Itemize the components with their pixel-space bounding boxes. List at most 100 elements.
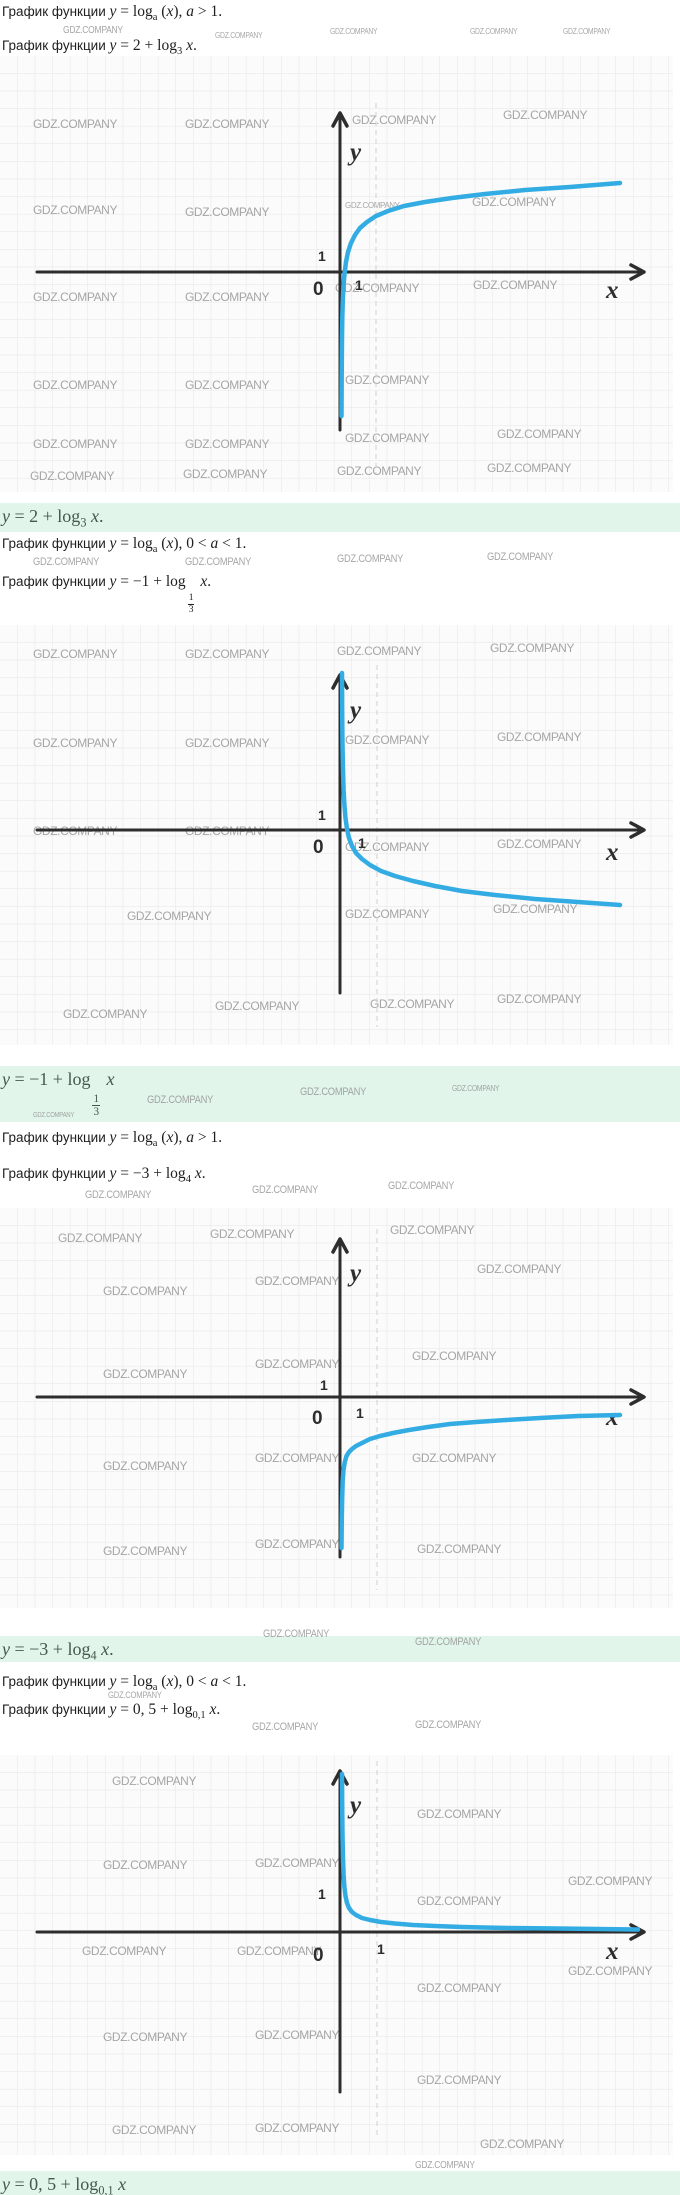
gdz-watermark: GDZ.COMPANY xyxy=(63,1007,147,1021)
caption-formula: y = −1 + log 1 3 x. xyxy=(109,573,212,615)
caption-line-6: График функции y = −3 + log4 x. xyxy=(2,1165,206,1185)
gdz-watermark: GDZ.COMPANY xyxy=(108,1690,162,1700)
origin-label: 0 xyxy=(313,837,324,858)
gdz-watermark: GDZ.COMPANY xyxy=(185,647,269,661)
math-var: x xyxy=(101,1639,110,1659)
gdz-watermark: GDZ.COMPANY xyxy=(415,1636,482,1648)
math-text: = 0, 5 + log xyxy=(10,2174,99,2194)
gdz-watermark: GDZ.COMPANY xyxy=(252,1184,319,1196)
gdz-watermark: GDZ.COMPANY xyxy=(33,378,117,392)
caption-formula: y = 2 + log3 x. xyxy=(110,37,197,58)
math-text: . xyxy=(201,1165,206,1182)
math-text: = 2 + log xyxy=(116,37,177,54)
gdz-watermark: GDZ.COMPANY xyxy=(345,201,401,210)
y-axis-arrow xyxy=(331,1237,349,1254)
gdz-watermark: GDZ.COMPANY xyxy=(210,1227,294,1241)
grid-lines xyxy=(0,1755,673,2155)
math-text: = −3 + log xyxy=(10,1639,91,1659)
gdz-watermark: GDZ.COMPANY xyxy=(85,1189,152,1201)
math-var: y xyxy=(2,1639,10,1659)
gdz-watermark: GDZ.COMPANY xyxy=(82,1944,166,1958)
math-var: x xyxy=(186,37,193,54)
gdz-watermark: GDZ.COMPANY xyxy=(415,1719,482,1731)
gdz-watermark: GDZ.COMPANY xyxy=(470,27,518,36)
x-unit-tick-label: 1 xyxy=(356,1405,364,1421)
math-text: = log xyxy=(116,535,153,552)
math-var: x xyxy=(106,1069,115,1089)
x-unit-tick-label: 1 xyxy=(358,835,366,851)
math-var: a xyxy=(186,3,195,20)
caption-formula: y = 0, 5 + log0,1 x. xyxy=(109,1701,221,1722)
y-unit-tick-label: 1 xyxy=(318,1886,326,1902)
math-var: y xyxy=(109,1701,117,1718)
grid-lines xyxy=(0,625,673,1045)
math-text: > 1. xyxy=(194,1129,223,1146)
gdz-watermark: GDZ.COMPANY xyxy=(330,27,378,36)
log-curve xyxy=(339,1771,641,1932)
y-axis-label: y xyxy=(347,139,362,166)
y-axis-arrow xyxy=(331,1769,349,1786)
math-text: ( xyxy=(157,1129,167,1146)
log-base-subscript: 4 xyxy=(90,1648,97,1663)
gdz-watermark: GDZ.COMPANY xyxy=(33,203,117,217)
log-base-subscript: 3 xyxy=(80,515,87,530)
y-unit-tick-label: 1 xyxy=(318,807,326,823)
math-text: = log xyxy=(116,1673,153,1690)
caption-prefix: График функции xyxy=(2,38,110,53)
math-var: y xyxy=(109,1673,117,1690)
answer-formula: y = −1 + log 1 3 x xyxy=(2,1069,115,1118)
math-text: = −3 + log xyxy=(116,1165,186,1182)
math-text: ( xyxy=(157,3,167,20)
log-base-subscript: 0,1 xyxy=(192,1710,206,1722)
math-text: = log xyxy=(116,1129,153,1146)
gdz-watermark: GDZ.COMPANY xyxy=(63,25,123,36)
gdz-watermark: GDZ.COMPANY xyxy=(255,1451,339,1465)
gdz-watermark: GDZ.COMPANY xyxy=(255,2121,339,2135)
gdz-watermark: GDZ.COMPANY xyxy=(412,1349,496,1363)
math-var: x xyxy=(166,535,174,552)
x-unit-tick-label: 1 xyxy=(377,1941,385,1957)
gdz-watermark: GDZ.COMPANY xyxy=(103,1459,187,1473)
math-var: x xyxy=(118,2174,127,2194)
y-axis-arrow xyxy=(331,111,349,128)
gdz-watermark: GDZ.COMPANY xyxy=(147,1094,214,1106)
caption-line-5: График функции y = loga (x), a > 1. xyxy=(2,1129,222,1149)
fraction-numerator: 1 xyxy=(188,592,194,604)
caption-prefix: График функции xyxy=(2,574,110,589)
y-unit-tick-label: 1 xyxy=(320,1377,328,1393)
gdz-watermark: GDZ.COMPANY xyxy=(255,1274,339,1288)
log-function-graph-a: GDZ.COMPANY GDZ.COMPANY GDZ.COMPANY GDZ.COM… xyxy=(0,56,673,492)
math-var: y xyxy=(109,573,117,590)
gdz-watermark: GDZ.COMPANY xyxy=(185,556,252,568)
gdz-watermark: GDZ.COMPANY xyxy=(185,437,269,451)
caption-line-2: График функции y = 2 + log3 x. xyxy=(2,37,197,57)
gdz-watermark: GDZ.COMPANY xyxy=(33,117,117,131)
gdz-watermark: GDZ.COMPANY xyxy=(417,1542,501,1556)
math-var: a xyxy=(210,1673,219,1690)
log-base-subscript: 3 xyxy=(176,46,183,58)
gdz-watermark: GDZ.COMPANY xyxy=(215,999,299,1013)
gdz-watermark: GDZ.COMPANY xyxy=(493,902,577,916)
answer-formula: y = 0, 5 + log0,1 x xyxy=(2,2174,127,2195)
gdz-watermark: GDZ.COMPANY xyxy=(103,1367,187,1381)
math-var: y xyxy=(2,506,10,526)
x-axis-label: x xyxy=(605,839,619,866)
caption-line-8: График функции y = 0, 5 + log0,1 x. xyxy=(2,1701,220,1721)
x-axis-arrow xyxy=(629,263,646,281)
gdz-watermark: GDZ.COMPANY xyxy=(300,1086,367,1098)
caption-formula: y = loga (x), 0 < a < 1. xyxy=(109,1673,247,1693)
gdz-watermark: GDZ.COMPANY xyxy=(337,644,421,658)
gdz-watermark: GDZ.COMPANY xyxy=(33,556,100,568)
gdz-watermark: GDZ.COMPANY xyxy=(103,2030,187,2044)
caption-line-1: График функции y = loga (x), a > 1. xyxy=(2,3,222,23)
caption-prefix: График функции xyxy=(2,1166,110,1181)
gdz-watermark: GDZ.COMPANY xyxy=(185,290,269,304)
gdz-watermark: GDZ.COMPANY xyxy=(30,469,114,483)
math-var: x xyxy=(194,1165,202,1182)
gdz-watermark: GDZ.COMPANY xyxy=(58,1231,142,1245)
answer-band-3: y = −3 + log4 x. xyxy=(0,1636,680,1663)
fraction-denominator: 3 xyxy=(92,1104,101,1118)
caption-line-3: График функции y = loga (x), 0 < a < 1. xyxy=(2,535,246,555)
